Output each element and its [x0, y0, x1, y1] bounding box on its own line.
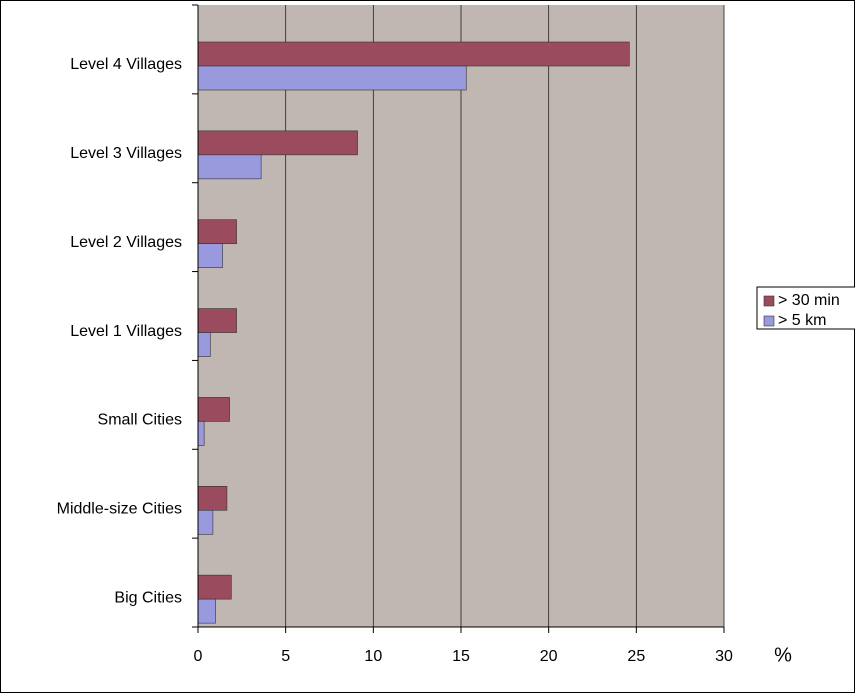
bar [197, 485, 228, 511]
bar [197, 65, 467, 91]
bar [197, 219, 237, 245]
x-tick-label: 25 [627, 648, 645, 665]
x-axis-label: % [774, 644, 792, 666]
bar [197, 308, 237, 333]
x-tick-label: 30 [715, 648, 733, 665]
y-tick-label: Level 1 Villages [70, 323, 182, 340]
y-tick-label: Level 3 Villages [70, 145, 182, 162]
bar [197, 598, 216, 624]
bar [197, 397, 230, 422]
bar [197, 332, 211, 357]
legend-swatch [763, 315, 775, 327]
y-tick-label: Big Cities [114, 589, 182, 606]
x-tick-label: 0 [194, 648, 203, 665]
y-tick-label: Middle-size Cities [57, 501, 182, 518]
y-tick-label: Level 4 Villages [70, 56, 182, 73]
x-tick-label: 15 [452, 648, 470, 665]
bar [197, 41, 630, 67]
legend-label: > 5 km [778, 312, 826, 329]
bar [197, 421, 205, 446]
bar [197, 243, 223, 269]
bar [197, 509, 214, 535]
bar [197, 154, 262, 180]
x-tick-label: 10 [364, 648, 382, 665]
y-tick-label: Level 2 Villages [70, 234, 182, 251]
bar [197, 574, 232, 600]
bar [197, 130, 358, 156]
x-tick-label: 20 [540, 648, 558, 665]
legend-label: > 30 min [778, 292, 840, 309]
legend-swatch [763, 295, 775, 307]
y-tick-label: Small Cities [98, 412, 182, 429]
x-tick-label: 5 [281, 648, 290, 665]
